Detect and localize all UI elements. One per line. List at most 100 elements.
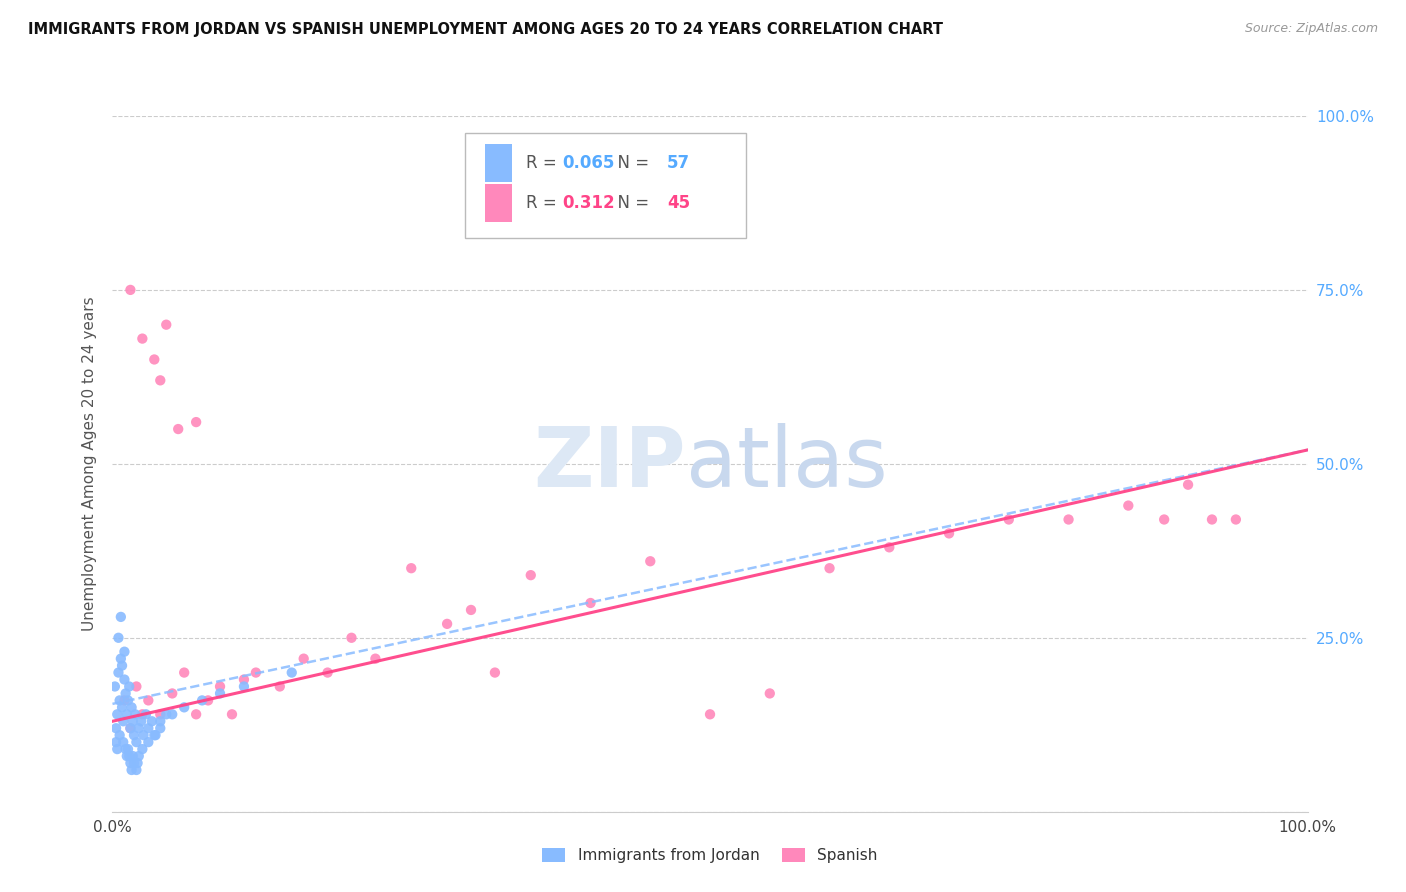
Point: [131, 742, 153, 756]
Point: [155, 707, 177, 722]
Point: [520, 568, 543, 582]
Point: [938, 526, 960, 541]
Point: [127, 756, 149, 770]
Point: [173, 700, 195, 714]
Point: [125, 763, 148, 777]
Point: [208, 686, 231, 700]
Point: [162, 686, 183, 700]
Text: 0.065: 0.065: [562, 154, 614, 172]
Point: [114, 742, 136, 756]
Text: ZIP: ZIP: [534, 424, 686, 504]
Text: N =: N =: [607, 154, 655, 172]
Point: [1057, 512, 1080, 526]
Point: [111, 658, 134, 673]
Point: [128, 749, 150, 764]
FancyBboxPatch shape: [485, 184, 512, 222]
Point: [759, 686, 782, 700]
Point: [149, 707, 172, 722]
Point: [138, 721, 160, 735]
Text: N =: N =: [607, 194, 655, 212]
Point: [118, 749, 141, 764]
Point: [155, 318, 177, 332]
Point: [125, 680, 148, 694]
Point: [1201, 512, 1223, 526]
Point: [579, 596, 602, 610]
Point: [122, 756, 145, 770]
Point: [143, 728, 166, 742]
Point: [208, 680, 231, 694]
Point: [108, 728, 131, 742]
Point: [145, 728, 167, 742]
Point: [818, 561, 841, 575]
Text: 57: 57: [666, 154, 690, 172]
Legend: Immigrants from Jordan, Spanish: Immigrants from Jordan, Spanish: [543, 848, 877, 863]
Point: [138, 735, 160, 749]
Y-axis label: Unemployment Among Ages 20 to 24 years: Unemployment Among Ages 20 to 24 years: [82, 296, 97, 632]
Point: [186, 415, 208, 429]
Point: [1225, 512, 1247, 526]
Text: 45: 45: [666, 194, 690, 212]
Point: [138, 693, 160, 707]
Point: [281, 665, 304, 680]
Point: [112, 714, 135, 729]
Point: [105, 721, 128, 735]
Point: [107, 631, 129, 645]
Point: [173, 665, 195, 680]
Point: [131, 332, 153, 346]
Point: [122, 728, 145, 742]
Point: [117, 742, 139, 756]
Point: [460, 603, 482, 617]
Point: [149, 714, 172, 729]
Point: [436, 616, 458, 631]
Point: [105, 742, 128, 756]
Point: [108, 693, 131, 707]
Point: [124, 707, 146, 722]
Point: [149, 721, 172, 735]
Point: [114, 645, 135, 659]
Point: [699, 707, 721, 722]
Point: [135, 707, 157, 722]
Point: [111, 700, 134, 714]
Point: [120, 756, 142, 770]
Text: R =: R =: [526, 194, 562, 212]
Point: [484, 665, 506, 680]
Point: [245, 665, 267, 680]
Point: [118, 680, 141, 694]
Point: [114, 686, 136, 700]
Point: [121, 700, 143, 714]
Text: 0.312: 0.312: [562, 194, 614, 212]
Point: [638, 554, 662, 568]
Point: [121, 714, 143, 729]
Text: R =: R =: [526, 154, 562, 172]
Point: [105, 735, 128, 749]
Point: [197, 693, 219, 707]
Point: [115, 707, 138, 722]
Point: [340, 631, 363, 645]
Point: [221, 707, 243, 722]
Point: [114, 693, 135, 707]
Point: [1116, 499, 1139, 513]
Point: [128, 721, 150, 735]
Point: [1153, 512, 1175, 526]
Point: [162, 707, 183, 722]
Point: [120, 721, 142, 735]
Point: [115, 749, 138, 764]
Point: [167, 422, 190, 436]
Point: [401, 561, 423, 575]
Point: [117, 693, 139, 707]
Point: [877, 541, 900, 555]
Point: [191, 693, 214, 707]
Point: [110, 651, 132, 665]
Point: [120, 283, 142, 297]
Point: [107, 665, 129, 680]
Point: [232, 680, 256, 694]
Point: [104, 680, 127, 694]
Point: [129, 714, 152, 729]
FancyBboxPatch shape: [465, 134, 747, 238]
Point: [186, 707, 208, 722]
Point: [141, 714, 163, 729]
Point: [131, 707, 153, 722]
Point: [292, 651, 315, 665]
Point: [149, 373, 172, 387]
Point: [364, 651, 387, 665]
